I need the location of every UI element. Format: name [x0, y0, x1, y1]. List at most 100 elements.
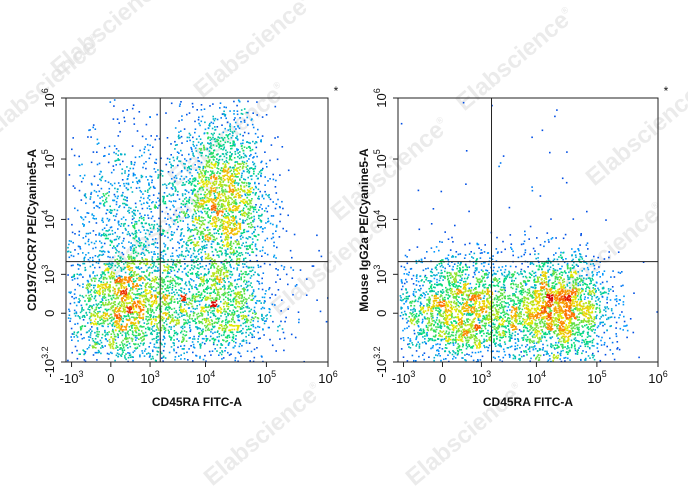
event-dot — [212, 238, 215, 241]
event-dot — [275, 230, 277, 232]
event-dot — [201, 204, 203, 206]
event-dot — [188, 301, 191, 304]
event-dot — [148, 303, 150, 306]
event-dot — [243, 186, 246, 188]
event-dot — [204, 253, 207, 255]
event-dot — [196, 233, 199, 235]
event-dot — [103, 232, 105, 235]
event-dot — [238, 302, 241, 305]
event-dot — [111, 316, 113, 318]
event-dot — [299, 269, 302, 271]
event-dot — [248, 254, 251, 256]
event-dot — [126, 264, 129, 266]
event-dot — [147, 352, 150, 354]
event-dot — [126, 166, 128, 168]
event-dot — [256, 239, 259, 241]
event-dot — [171, 287, 174, 289]
event-dot — [204, 329, 207, 332]
event-dot — [248, 185, 251, 188]
event-dot — [202, 247, 204, 249]
event-dot — [130, 207, 132, 210]
event-dot — [212, 134, 214, 136]
event-dot — [109, 183, 112, 185]
event-dot — [132, 257, 135, 259]
event-dot — [78, 274, 81, 276]
event-dot — [222, 215, 225, 218]
event-dot — [207, 306, 210, 308]
event-dot — [136, 314, 139, 316]
event-dot — [206, 197, 209, 199]
event-dot — [195, 244, 198, 247]
event-dot — [73, 154, 76, 157]
event-dot — [105, 212, 108, 215]
event-dot — [111, 240, 113, 243]
event-dot — [172, 213, 175, 216]
event-dot — [155, 306, 158, 309]
event-dot — [133, 262, 135, 265]
event-dot — [201, 248, 204, 251]
event-dot — [180, 358, 182, 360]
event-dot — [109, 263, 111, 265]
event-dot — [139, 244, 142, 247]
event-dot — [112, 339, 114, 342]
event-dot — [144, 301, 147, 304]
event-dot — [195, 255, 198, 258]
event-dot — [73, 333, 75, 335]
event-dot — [205, 325, 208, 328]
event-dot — [115, 164, 117, 166]
event-dot — [162, 232, 164, 235]
event-dot — [275, 350, 277, 352]
event-dot — [197, 160, 199, 162]
event-dot — [210, 153, 212, 155]
event-dot — [210, 151, 213, 154]
event-dot — [265, 207, 267, 210]
event-dot — [89, 322, 92, 324]
event-dot — [230, 137, 233, 139]
event-dot — [158, 316, 160, 319]
event-dot — [245, 331, 247, 334]
event-dot — [237, 187, 239, 190]
event-dot — [129, 290, 131, 292]
event-dot — [68, 256, 71, 259]
event-dot — [197, 156, 199, 159]
event-dot — [180, 287, 182, 289]
event-dot — [110, 343, 113, 345]
event-dot — [223, 325, 226, 327]
event-dot — [248, 183, 250, 185]
event-dot — [221, 206, 224, 208]
event-dot — [224, 141, 227, 144]
event-dot — [209, 228, 211, 231]
event-dot — [247, 214, 250, 217]
event-dot — [167, 306, 170, 309]
event-dot — [224, 300, 227, 303]
event-dot — [135, 325, 138, 327]
event-dot — [260, 139, 262, 141]
event-dot — [204, 229, 206, 231]
event-dot — [236, 283, 238, 285]
event-dot — [68, 240, 71, 242]
event-dot — [124, 172, 126, 174]
event-dot — [256, 225, 259, 228]
event-dot — [162, 198, 165, 200]
event-dot — [157, 253, 159, 255]
event-dot — [174, 174, 177, 177]
event-dot — [166, 269, 169, 272]
event-dot — [153, 251, 156, 253]
event-dot — [205, 169, 207, 172]
event-dot — [218, 204, 221, 206]
event-dot — [210, 143, 212, 145]
event-dot — [228, 287, 230, 289]
event-dot — [191, 182, 193, 185]
event-dot — [205, 340, 207, 342]
event-dot — [140, 291, 143, 294]
event-dot — [70, 264, 73, 267]
event-dot — [231, 145, 234, 147]
event-dot — [214, 248, 217, 251]
event-dot — [165, 206, 168, 209]
event-dot — [213, 260, 215, 262]
event-dot — [84, 351, 87, 353]
event-dot — [103, 242, 106, 245]
event-dot — [107, 237, 109, 240]
event-dot — [223, 293, 226, 296]
event-dot — [236, 176, 238, 178]
